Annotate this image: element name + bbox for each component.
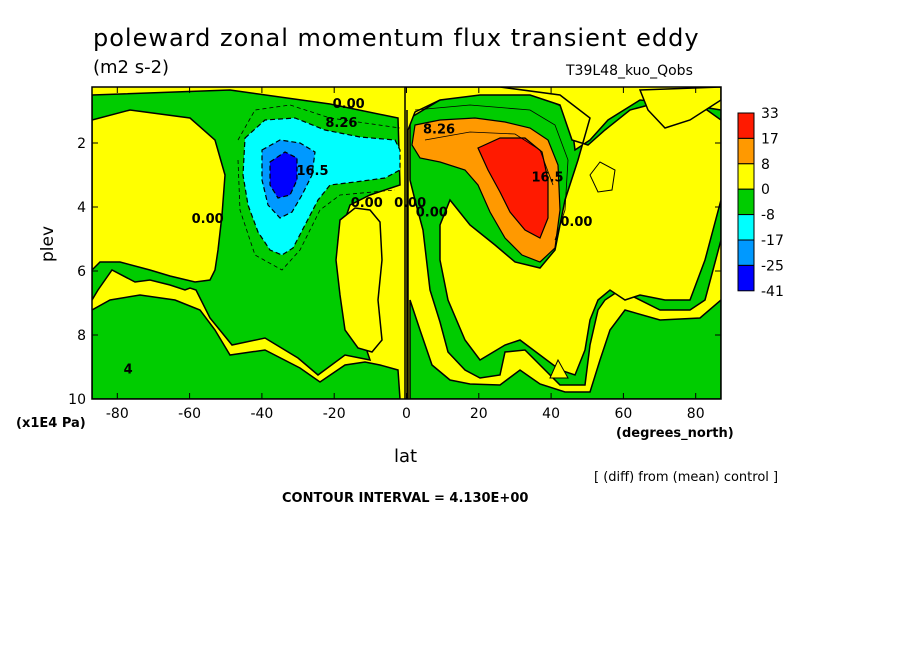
colorbar-label: -8 <box>761 208 775 224</box>
x-tick-label: 80 <box>687 406 705 422</box>
colorbar-label: -17 <box>761 233 784 249</box>
band-0-to-8-small-right <box>589 161 616 193</box>
y-tick-label: 2 <box>77 136 86 152</box>
x-axis-units: (degrees_north) <box>616 426 734 441</box>
contour-label: 0.00 <box>192 212 224 227</box>
contour-interval: CONTOUR INTERVAL = 4.130E+00 <box>282 491 529 506</box>
x-tick-label: 0 <box>402 406 411 422</box>
contour-line-thin-2 <box>414 104 569 241</box>
colorbar-swatch <box>737 163 755 190</box>
difference-note: [ (diff) from (mean) control ] <box>594 470 779 485</box>
contour-label: 0.00 <box>394 196 426 211</box>
x-tick-label: 40 <box>542 406 560 422</box>
colorbar-swatch <box>737 214 755 241</box>
x-axis: -80 -60 -40 -20 0 20 40 60 80 <box>106 87 705 422</box>
band-0-to-8-small-bottom <box>549 358 569 379</box>
x-axis-label: lat <box>394 446 418 467</box>
band-0-to-8-island-left <box>92 109 226 283</box>
x-tick-label: 20 <box>470 406 488 422</box>
contour-field <box>92 87 721 399</box>
colorbar-swatch <box>737 264 755 292</box>
colorbar-label: 8 <box>761 157 770 173</box>
x-tick-label: -20 <box>323 406 346 422</box>
contour-label: 16.5 <box>296 164 328 179</box>
band-0-to-8-island-center <box>404 87 721 399</box>
x-tick-label: 60 <box>614 406 632 422</box>
y-tick-label: 10 <box>68 392 86 408</box>
colorbar: 33 17 8 0 -8 -17 -25 -41 <box>737 106 784 300</box>
chart-title: poleward zonal momentum flux transient e… <box>93 24 700 52</box>
contour-label: 0.00 <box>416 206 448 221</box>
band-below-minus25 <box>269 151 298 199</box>
contour-label: 4 <box>124 362 133 377</box>
colorbar-label: -41 <box>761 284 784 300</box>
contour-line-thin-3 <box>237 104 401 141</box>
band-minus8-to-0-lowerleft <box>92 294 401 399</box>
x-tick-label: -60 <box>178 406 201 422</box>
band-0-to-8-strip-right <box>638 87 721 129</box>
x-tick-label: -40 <box>250 406 273 422</box>
band-minus8-to-0-rightlower <box>409 299 721 399</box>
contour-label: 16.5 <box>531 170 563 185</box>
y-axis: 2 4 6 8 10 <box>68 136 721 408</box>
contour-line-thin-1 <box>424 131 554 186</box>
contour-label: 8.26 <box>423 122 455 137</box>
y-tick-label: 4 <box>77 200 86 216</box>
contour-label: 0.00 <box>560 215 592 230</box>
y-tick-label: 8 <box>77 328 86 344</box>
colorbar-label: -25 <box>761 258 784 274</box>
x-tick-label: -80 <box>106 406 129 422</box>
colorbar-swatch <box>737 137 755 165</box>
chart-units: (m2 s-2) <box>93 57 170 78</box>
colorbar-label: 0 <box>761 182 770 198</box>
y-tick-label: 6 <box>77 264 86 280</box>
colorbar-swatch <box>737 188 755 216</box>
colorbar-swatch <box>737 239 755 266</box>
contour-line-thin-4 <box>237 159 396 271</box>
colorbar-label: 33 <box>761 106 779 122</box>
colorbar-swatch <box>737 112 755 139</box>
colorbar-label: 17 <box>761 131 779 147</box>
y-axis-units: (x1E4 Pa) <box>16 416 86 431</box>
band-0-to-8-island-mid <box>335 207 383 353</box>
contour-label: 0.00 <box>333 97 365 112</box>
run-label: T39L48_kuo_Qobs <box>566 63 693 79</box>
contour-label: 0.00 <box>351 196 383 211</box>
contour-label: 8.26 <box>325 116 357 131</box>
